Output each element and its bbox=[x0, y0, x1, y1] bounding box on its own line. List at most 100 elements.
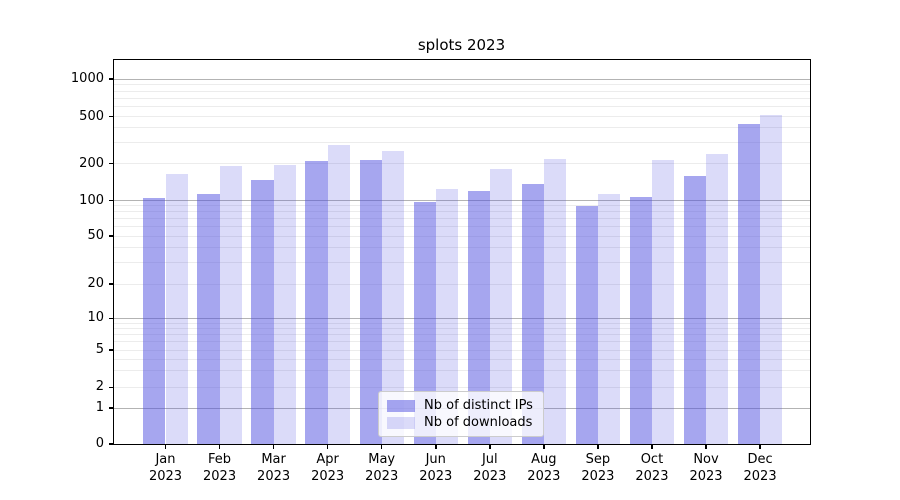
bar-downloads bbox=[273, 165, 296, 444]
x-tick-label-jan: Jan 2023 bbox=[148, 452, 183, 484]
legend-label-downloads: Nb of downloads bbox=[424, 415, 533, 430]
bar-distinct-ips bbox=[521, 183, 544, 444]
y-tick-mark bbox=[108, 115, 114, 118]
x-tick-mark bbox=[218, 444, 221, 449]
x-tick-label-jul: Jul 2023 bbox=[473, 452, 507, 484]
gridline-60 bbox=[113, 226, 810, 228]
gridline-600 bbox=[113, 106, 810, 108]
gridline-40 bbox=[113, 247, 810, 249]
plot-area bbox=[112, 59, 811, 445]
gridline-500 bbox=[113, 116, 810, 117]
x-tick-label-dec: Dec 2023 bbox=[743, 452, 777, 484]
gridline-900 bbox=[113, 84, 810, 86]
x-tick-label-apr: Apr 2023 bbox=[311, 452, 345, 484]
bar-downloads bbox=[597, 193, 621, 444]
bar-downloads bbox=[219, 166, 242, 444]
y-tick-label-50: 50 bbox=[87, 228, 104, 243]
x-tick-mark bbox=[597, 444, 599, 449]
bar-downloads bbox=[435, 189, 458, 444]
legend-swatch-downloads-icon bbox=[387, 416, 415, 429]
bar-distinct-ips bbox=[305, 160, 328, 444]
x-tick-mark bbox=[272, 444, 275, 449]
bar-downloads bbox=[489, 168, 512, 444]
gridline-7 bbox=[113, 334, 810, 336]
x-tick-mark bbox=[489, 444, 491, 449]
y-tick-label-5: 5 bbox=[95, 342, 104, 357]
gridline-4 bbox=[113, 358, 810, 360]
gridline-1000 bbox=[113, 78, 810, 80]
x-tick-label-sep: Sep 2023 bbox=[581, 452, 615, 484]
gridline-50 bbox=[113, 235, 810, 237]
y-tick-label-1: 1 bbox=[95, 400, 104, 415]
y-tick-mark bbox=[108, 162, 114, 165]
y-tick-mark bbox=[108, 349, 114, 351]
y-tick-mark bbox=[108, 407, 114, 409]
legend-item-downloads: Nb of downloads bbox=[387, 414, 535, 431]
gridline-10 bbox=[113, 317, 810, 319]
x-tick-label-jun: Jun 2023 bbox=[419, 452, 453, 484]
gridline-100 bbox=[113, 200, 810, 201]
x-tick-label-mar: Mar 2023 bbox=[257, 452, 291, 484]
bar-distinct-ips bbox=[683, 175, 706, 444]
x-tick-mark bbox=[326, 444, 329, 449]
gridline-6 bbox=[113, 341, 810, 343]
y-tick-mark bbox=[108, 386, 114, 389]
legend-item-distinct-ips: Nb of distinct IPs bbox=[387, 397, 535, 414]
gridline-80 bbox=[113, 211, 810, 213]
legend: Nb of distinct IPs Nb of downloads bbox=[378, 391, 544, 437]
gridline-400 bbox=[113, 127, 810, 129]
grid-layer bbox=[113, 60, 810, 444]
x-tick-label-feb: Feb 2023 bbox=[203, 452, 237, 484]
bar-downloads bbox=[760, 115, 783, 444]
y-tick-label-100: 100 bbox=[79, 192, 104, 208]
bar-distinct-ips bbox=[467, 190, 490, 444]
x-tick-mark bbox=[435, 444, 437, 449]
gridline-800 bbox=[113, 90, 810, 92]
gridline-300 bbox=[113, 142, 810, 144]
bar-distinct-ips bbox=[737, 124, 761, 444]
x-tick-mark bbox=[651, 444, 653, 449]
y-tick-label-0: 0 bbox=[95, 436, 104, 451]
legend-swatch-distinct-ips-icon bbox=[387, 399, 415, 412]
bar-downloads bbox=[381, 150, 404, 444]
gridline-20 bbox=[113, 283, 810, 285]
bar-distinct-ips bbox=[575, 206, 598, 444]
y-tick-label-1000: 1000 bbox=[70, 71, 104, 86]
gridline-3 bbox=[113, 370, 810, 372]
bar-distinct-ips bbox=[413, 202, 436, 444]
y-tick-mark bbox=[108, 235, 114, 237]
x-tick-label-aug: Aug 2023 bbox=[527, 452, 561, 484]
gridline-9 bbox=[113, 322, 810, 324]
gridline-70 bbox=[113, 218, 810, 220]
gridline-30 bbox=[113, 262, 810, 264]
bar-distinct-ips bbox=[629, 196, 652, 444]
gridline-5 bbox=[113, 349, 810, 351]
bar-distinct-ips bbox=[359, 160, 382, 444]
x-tick-label-nov: Nov 2023 bbox=[689, 452, 723, 484]
gridline-700 bbox=[113, 97, 810, 99]
y-tick-label-10: 10 bbox=[87, 310, 104, 326]
y-tick-label-500: 500 bbox=[79, 108, 104, 124]
x-tick-mark bbox=[543, 444, 545, 449]
bar-downloads bbox=[706, 154, 729, 444]
bar-distinct-ips bbox=[197, 193, 220, 444]
x-tick-mark bbox=[380, 444, 383, 449]
x-tick-label-oct: Oct 2023 bbox=[635, 452, 669, 484]
bar-downloads bbox=[543, 158, 567, 444]
bar-distinct-ips bbox=[143, 197, 166, 444]
gridline-90 bbox=[113, 205, 810, 207]
legend-label-distinct-ips: Nb of distinct IPs bbox=[424, 398, 533, 413]
y-tick-label-2: 2 bbox=[95, 379, 104, 395]
y-tick-mark bbox=[108, 443, 114, 445]
gridline-2 bbox=[113, 386, 810, 388]
y-tick-mark bbox=[108, 283, 114, 285]
bar-distinct-ips bbox=[251, 179, 274, 444]
bar-downloads bbox=[165, 174, 188, 444]
x-tick-label-may: May 2023 bbox=[365, 452, 399, 484]
x-tick-mark bbox=[705, 444, 707, 449]
chart-title: splots 2023 bbox=[417, 36, 506, 54]
bar-downloads bbox=[327, 144, 350, 444]
y-tick-label-20: 20 bbox=[87, 276, 104, 291]
gridline-8 bbox=[113, 328, 810, 329]
